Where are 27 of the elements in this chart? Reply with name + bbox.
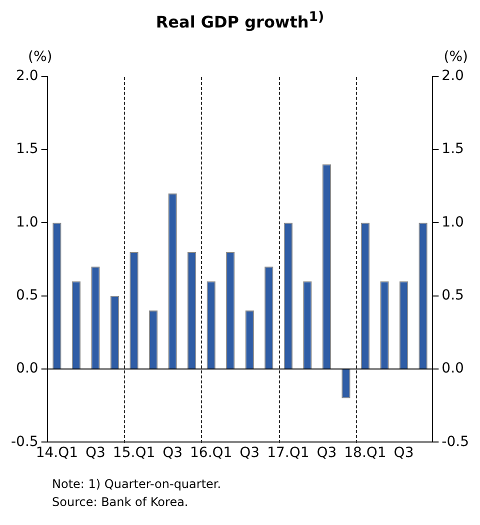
x-tick-label: Q3 bbox=[316, 446, 337, 462]
x-tick-label: 16.Q1 bbox=[190, 446, 232, 462]
x-tick-label: 14.Q1 bbox=[36, 446, 78, 462]
y2-tick-label: 1.0 bbox=[442, 214, 464, 231]
x-tick-label: Q3 bbox=[394, 446, 414, 462]
y-tick-label: 1.0 bbox=[16, 214, 38, 231]
y-tick-label: 1.5 bbox=[16, 142, 38, 158]
y2-tick-label: 1.5 bbox=[442, 142, 464, 158]
y-tick-label: -0.5 bbox=[10, 434, 38, 450]
y2-axis-title: (%) bbox=[444, 49, 468, 66]
x-tick-label: 15.Q1 bbox=[112, 446, 156, 462]
x-tick-label: Q3 bbox=[86, 446, 106, 462]
x-tick-label: 18.Q1 bbox=[344, 446, 386, 462]
x-tick-label: Q3 bbox=[162, 446, 183, 462]
y-tick-label: 2.0 bbox=[16, 68, 38, 84]
y-axis-title: (%) bbox=[28, 49, 52, 66]
chart-title: Real GDP growth$^{1)}$ bbox=[154, 10, 326, 32]
y-tick-label: 0.5 bbox=[16, 288, 38, 304]
y2-tick-label: 0.0 bbox=[442, 361, 464, 378]
x-tick-label: Q3 bbox=[240, 446, 260, 462]
y-tick-label: 0.0 bbox=[16, 361, 38, 378]
y2-tick-label: 2.0 bbox=[442, 68, 464, 84]
y2-tick-label: -0.5 bbox=[442, 434, 470, 450]
source-note: Source: Bank of Korea. bbox=[52, 494, 190, 512]
y2-tick-label: 0.5 bbox=[442, 288, 464, 304]
x-tick-label: 17.Q1 bbox=[267, 446, 310, 462]
text: Note: 1) Quarter-on-quarter. bbox=[52, 476, 222, 494]
